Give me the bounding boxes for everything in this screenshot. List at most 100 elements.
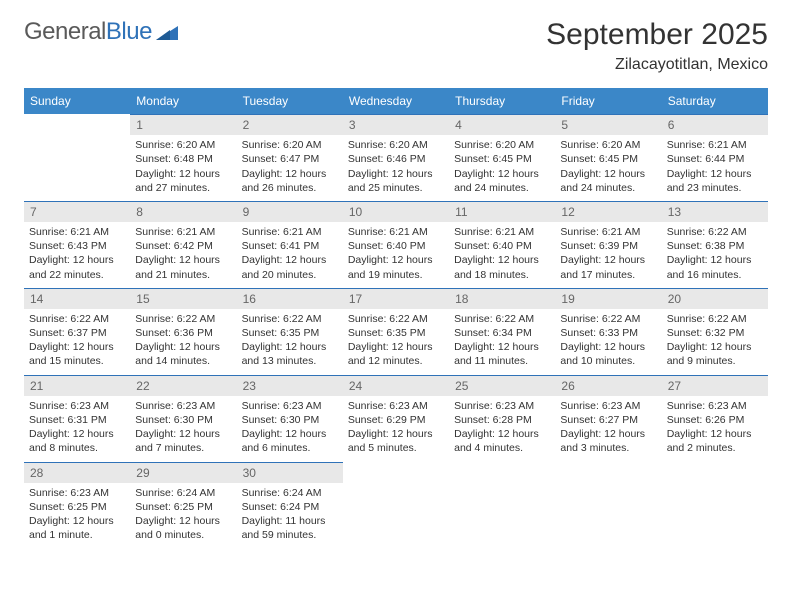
logo-text-1: General xyxy=(24,18,106,45)
calendar-week: 14Sunrise: 6:22 AMSunset: 6:37 PMDayligh… xyxy=(24,288,768,375)
calendar-day: 6Sunrise: 6:21 AMSunset: 6:44 PMDaylight… xyxy=(662,114,768,201)
calendar-day: 15Sunrise: 6:22 AMSunset: 6:36 PMDayligh… xyxy=(130,288,236,375)
calendar-header-row: Sunday Monday Tuesday Wednesday Thursday… xyxy=(24,88,768,114)
daylight-text: Daylight: 12 hours and 26 minutes. xyxy=(242,167,338,195)
sunrise-text: Sunrise: 6:24 AM xyxy=(135,486,231,500)
sunrise-text: Sunrise: 6:20 AM xyxy=(242,138,338,152)
sunset-text: Sunset: 6:26 PM xyxy=(667,413,763,427)
sunset-text: Sunset: 6:29 PM xyxy=(348,413,444,427)
calendar-body: 1Sunrise: 6:20 AMSunset: 6:48 PMDaylight… xyxy=(24,114,768,548)
daylight-text: Daylight: 12 hours and 14 minutes. xyxy=(135,340,231,368)
location: Zilacayotitlan, Mexico xyxy=(546,56,768,74)
daylight-text: Daylight: 11 hours and 59 minutes. xyxy=(242,514,338,542)
sunrise-text: Sunrise: 6:23 AM xyxy=(348,399,444,413)
calendar-day: 5Sunrise: 6:20 AMSunset: 6:45 PMDaylight… xyxy=(555,114,661,201)
day-number: 27 xyxy=(662,375,768,396)
sunrise-text: Sunrise: 6:22 AM xyxy=(454,312,550,326)
col-tuesday: Tuesday xyxy=(237,88,343,114)
daylight-text: Daylight: 12 hours and 21 minutes. xyxy=(135,253,231,281)
day-number: 4 xyxy=(449,114,555,135)
sunrise-text: Sunrise: 6:21 AM xyxy=(454,225,550,239)
sunset-text: Sunset: 6:42 PM xyxy=(135,239,231,253)
calendar-day: 2Sunrise: 6:20 AMSunset: 6:47 PMDaylight… xyxy=(237,114,343,201)
calendar-week: 7Sunrise: 6:21 AMSunset: 6:43 PMDaylight… xyxy=(24,201,768,288)
daylight-text: Daylight: 12 hours and 0 minutes. xyxy=(135,514,231,542)
calendar-day: 1Sunrise: 6:20 AMSunset: 6:48 PMDaylight… xyxy=(130,114,236,201)
day-number: 13 xyxy=(662,201,768,222)
calendar-day: 18Sunrise: 6:22 AMSunset: 6:34 PMDayligh… xyxy=(449,288,555,375)
daylight-text: Daylight: 12 hours and 19 minutes. xyxy=(348,253,444,281)
daylight-text: Daylight: 12 hours and 25 minutes. xyxy=(348,167,444,195)
daylight-text: Daylight: 12 hours and 6 minutes. xyxy=(242,427,338,455)
day-number: 12 xyxy=(555,201,661,222)
calendar-day: 10Sunrise: 6:21 AMSunset: 6:40 PMDayligh… xyxy=(343,201,449,288)
day-number: 14 xyxy=(24,288,130,309)
daylight-text: Daylight: 12 hours and 1 minute. xyxy=(29,514,125,542)
sunrise-text: Sunrise: 6:20 AM xyxy=(454,138,550,152)
sunset-text: Sunset: 6:25 PM xyxy=(135,500,231,514)
calendar-week: 21Sunrise: 6:23 AMSunset: 6:31 PMDayligh… xyxy=(24,375,768,462)
day-number: 9 xyxy=(237,201,343,222)
sunset-text: Sunset: 6:37 PM xyxy=(29,326,125,340)
sunrise-text: Sunrise: 6:21 AM xyxy=(135,225,231,239)
sunset-text: Sunset: 6:33 PM xyxy=(560,326,656,340)
day-number: 11 xyxy=(449,201,555,222)
calendar-day: 3Sunrise: 6:20 AMSunset: 6:46 PMDaylight… xyxy=(343,114,449,201)
day-number: 17 xyxy=(343,288,449,309)
daylight-text: Daylight: 12 hours and 11 minutes. xyxy=(454,340,550,368)
sunrise-text: Sunrise: 6:21 AM xyxy=(560,225,656,239)
daylight-text: Daylight: 12 hours and 24 minutes. xyxy=(454,167,550,195)
sunrise-text: Sunrise: 6:23 AM xyxy=(454,399,550,413)
sunrise-text: Sunrise: 6:21 AM xyxy=(348,225,444,239)
sunrise-text: Sunrise: 6:23 AM xyxy=(29,486,125,500)
daylight-text: Daylight: 12 hours and 8 minutes. xyxy=(29,427,125,455)
sunrise-text: Sunrise: 6:22 AM xyxy=(667,312,763,326)
calendar-day: 19Sunrise: 6:22 AMSunset: 6:33 PMDayligh… xyxy=(555,288,661,375)
calendar-day: 7Sunrise: 6:21 AMSunset: 6:43 PMDaylight… xyxy=(24,201,130,288)
sunrise-text: Sunrise: 6:20 AM xyxy=(135,138,231,152)
sunset-text: Sunset: 6:35 PM xyxy=(348,326,444,340)
sunrise-text: Sunrise: 6:22 AM xyxy=(560,312,656,326)
calendar-day: 21Sunrise: 6:23 AMSunset: 6:31 PMDayligh… xyxy=(24,375,130,462)
daylight-text: Daylight: 12 hours and 22 minutes. xyxy=(29,253,125,281)
day-number: 29 xyxy=(130,462,236,483)
sunset-text: Sunset: 6:45 PM xyxy=(454,152,550,166)
day-number: 20 xyxy=(662,288,768,309)
daylight-text: Daylight: 12 hours and 15 minutes. xyxy=(29,340,125,368)
daylight-text: Daylight: 12 hours and 4 minutes. xyxy=(454,427,550,455)
sunrise-text: Sunrise: 6:23 AM xyxy=(560,399,656,413)
day-number: 16 xyxy=(237,288,343,309)
calendar-day: 24Sunrise: 6:23 AMSunset: 6:29 PMDayligh… xyxy=(343,375,449,462)
day-number: 21 xyxy=(24,375,130,396)
calendar-week: 1Sunrise: 6:20 AMSunset: 6:48 PMDaylight… xyxy=(24,114,768,201)
calendar-day: 22Sunrise: 6:23 AMSunset: 6:30 PMDayligh… xyxy=(130,375,236,462)
daylight-text: Daylight: 12 hours and 18 minutes. xyxy=(454,253,550,281)
calendar-day: 27Sunrise: 6:23 AMSunset: 6:26 PMDayligh… xyxy=(662,375,768,462)
day-number: 15 xyxy=(130,288,236,309)
logo-text: GeneralBlue xyxy=(24,18,152,46)
day-number: 18 xyxy=(449,288,555,309)
daylight-text: Daylight: 12 hours and 3 minutes. xyxy=(560,427,656,455)
col-friday: Friday xyxy=(555,88,661,114)
day-number: 22 xyxy=(130,375,236,396)
sunset-text: Sunset: 6:25 PM xyxy=(29,500,125,514)
logo-triangle-icon xyxy=(156,24,178,40)
sunrise-text: Sunrise: 6:23 AM xyxy=(29,399,125,413)
sunset-text: Sunset: 6:43 PM xyxy=(29,239,125,253)
calendar-day: 17Sunrise: 6:22 AMSunset: 6:35 PMDayligh… xyxy=(343,288,449,375)
daylight-text: Daylight: 12 hours and 9 minutes. xyxy=(667,340,763,368)
col-wednesday: Wednesday xyxy=(343,88,449,114)
title-area: September 2025 Zilacayotitlan, Mexico xyxy=(546,18,768,74)
calendar-day: 30Sunrise: 6:24 AMSunset: 6:24 PMDayligh… xyxy=(237,462,343,549)
calendar-day: 28Sunrise: 6:23 AMSunset: 6:25 PMDayligh… xyxy=(24,462,130,549)
daylight-text: Daylight: 12 hours and 16 minutes. xyxy=(667,253,763,281)
day-number: 30 xyxy=(237,462,343,483)
calendar-week: 28Sunrise: 6:23 AMSunset: 6:25 PMDayligh… xyxy=(24,462,768,549)
sunrise-text: Sunrise: 6:20 AM xyxy=(560,138,656,152)
col-saturday: Saturday xyxy=(662,88,768,114)
calendar-day: 26Sunrise: 6:23 AMSunset: 6:27 PMDayligh… xyxy=(555,375,661,462)
day-number xyxy=(555,462,661,467)
sunset-text: Sunset: 6:45 PM xyxy=(560,152,656,166)
calendar-day: 23Sunrise: 6:23 AMSunset: 6:30 PMDayligh… xyxy=(237,375,343,462)
calendar-day xyxy=(449,462,555,549)
